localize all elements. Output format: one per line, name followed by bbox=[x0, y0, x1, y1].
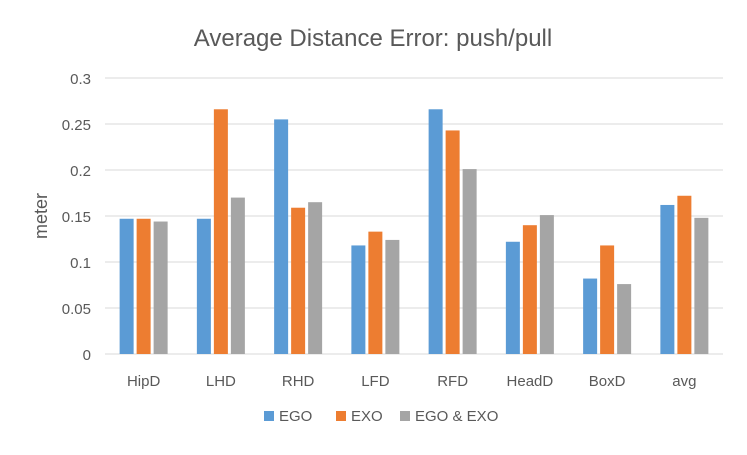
legend: EGO EXO EGO & EXO bbox=[264, 408, 498, 425]
bar-ego-exo-rfd bbox=[462, 169, 477, 354]
bar-ego-exo-headd bbox=[539, 215, 554, 354]
bar-exo-lfd bbox=[368, 231, 383, 354]
x-axis-ticks: HipD LHD RHD LFD RFD HeadD BoxD avg bbox=[127, 373, 697, 390]
legend-label: EXO bbox=[351, 408, 383, 425]
x-tick-label: LFD bbox=[361, 373, 390, 390]
x-tick-label: RFD bbox=[437, 373, 468, 390]
y-tick-label: 0 bbox=[83, 347, 91, 364]
bar-exo-hipd bbox=[136, 218, 151, 354]
x-tick-label: HeadD bbox=[507, 373, 554, 390]
bar-ego-headd bbox=[505, 241, 520, 354]
x-tick-label: avg bbox=[672, 373, 696, 390]
bar-exo-avg bbox=[677, 195, 692, 354]
y-tick-label: 0.1 bbox=[70, 255, 91, 272]
y-axis-ticks: 0 0.05 0.1 0.15 0.2 0.25 0.3 bbox=[62, 71, 91, 364]
x-tick-label: RHD bbox=[282, 373, 315, 390]
bar-exo-rfd bbox=[445, 130, 460, 354]
y-tick-label: 0.15 bbox=[62, 209, 91, 226]
bar-ego-lfd bbox=[351, 245, 366, 354]
legend-label: EGO bbox=[279, 408, 312, 425]
bar-ego-exo-hipd bbox=[153, 221, 168, 354]
legend-swatch bbox=[400, 411, 410, 421]
bar-exo-lhd bbox=[213, 109, 228, 354]
bar-exo-headd bbox=[522, 225, 537, 354]
bar-ego-rhd bbox=[274, 119, 289, 355]
bar-ego-lhd bbox=[196, 218, 211, 354]
bar-ego-boxd bbox=[583, 278, 598, 354]
y-tick-label: 0.2 bbox=[70, 163, 91, 180]
bar-ego-exo-lhd bbox=[230, 197, 245, 354]
bar-exo-boxd bbox=[600, 245, 615, 354]
y-tick-label: 0.3 bbox=[70, 71, 91, 88]
legend-label: EGO & EXO bbox=[415, 408, 498, 425]
bar-ego-exo-avg bbox=[694, 217, 709, 354]
bar-ego-exo-lfd bbox=[385, 239, 400, 354]
bars bbox=[119, 109, 709, 355]
x-tick-label: HipD bbox=[127, 373, 161, 390]
x-tick-label: LHD bbox=[206, 373, 236, 390]
y-tick-label: 0.25 bbox=[62, 117, 91, 134]
legend-swatch bbox=[336, 411, 346, 421]
bar-exo-rhd bbox=[291, 207, 306, 354]
y-tick-label: 0.05 bbox=[62, 301, 91, 318]
bar-ego-exo-rhd bbox=[308, 202, 323, 354]
bar-ego-exo-boxd bbox=[617, 284, 632, 354]
bar-ego-hipd bbox=[119, 218, 134, 354]
bar-ego-avg bbox=[660, 204, 675, 354]
chart-title: Average Distance Error: push/pull bbox=[194, 25, 552, 52]
legend-swatch bbox=[264, 411, 274, 421]
bar-ego-rfd bbox=[428, 109, 443, 354]
x-tick-label: BoxD bbox=[589, 373, 626, 390]
y-axis-label: meter bbox=[31, 193, 51, 239]
